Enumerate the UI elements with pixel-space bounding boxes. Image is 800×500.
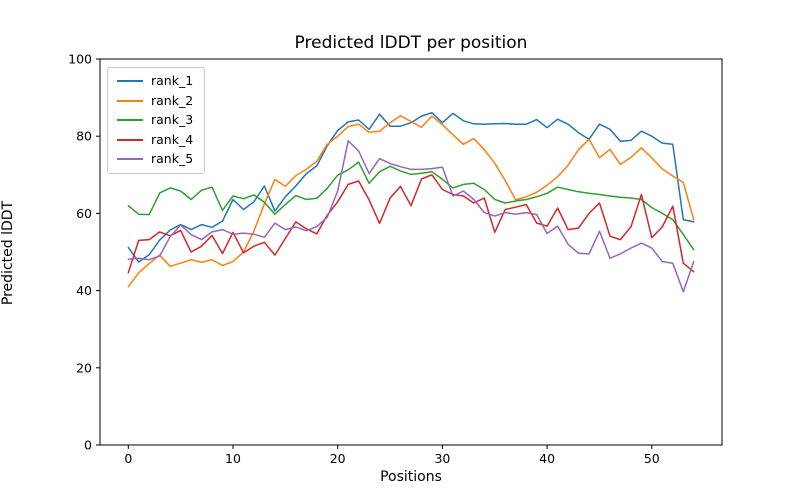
svg-text:40: 40	[539, 451, 555, 466]
svg-text:80: 80	[76, 129, 92, 144]
y-axis-label: Predicted lDDT	[0, 200, 16, 306]
rank-2-line-sample	[117, 99, 143, 102]
rank-4-line-sample	[117, 138, 143, 141]
svg-text:40: 40	[76, 283, 92, 298]
legend-label: rank_1	[151, 73, 194, 88]
svg-text:20: 20	[76, 360, 92, 375]
svg-text:0: 0	[124, 451, 132, 466]
legend: rank_1 rank_2 rank_3 rank_4 rank_5	[107, 67, 206, 174]
svg-text:0: 0	[84, 438, 92, 453]
chart-title: Predicted lDDT per position	[294, 33, 528, 53]
svg-text:30: 30	[434, 451, 450, 466]
legend-label: rank_3	[151, 112, 194, 127]
svg-text:10: 10	[225, 451, 241, 466]
legend-label: rank_2	[151, 92, 194, 108]
legend-item-rank-1: rank_1	[117, 73, 194, 88]
legend-label: rank_5	[151, 151, 194, 166]
rank-1-line-sample	[117, 80, 143, 83]
svg-text:60: 60	[76, 206, 92, 221]
legend-item-rank-2: rank_2	[117, 92, 194, 108]
x-axis-label: Positions	[380, 469, 442, 485]
rank-3-line-sample	[117, 119, 143, 122]
legend-item-rank-3: rank_3	[117, 112, 194, 127]
legend-label: rank_4	[151, 131, 194, 147]
legend-item-rank-5: rank_5	[117, 151, 194, 166]
legend-item-rank-4: rank_4	[117, 131, 194, 147]
svg-text:100: 100	[68, 52, 92, 67]
rank-5-line-sample	[117, 158, 143, 161]
svg-text:50: 50	[644, 451, 660, 466]
svg-text:20: 20	[330, 451, 346, 466]
